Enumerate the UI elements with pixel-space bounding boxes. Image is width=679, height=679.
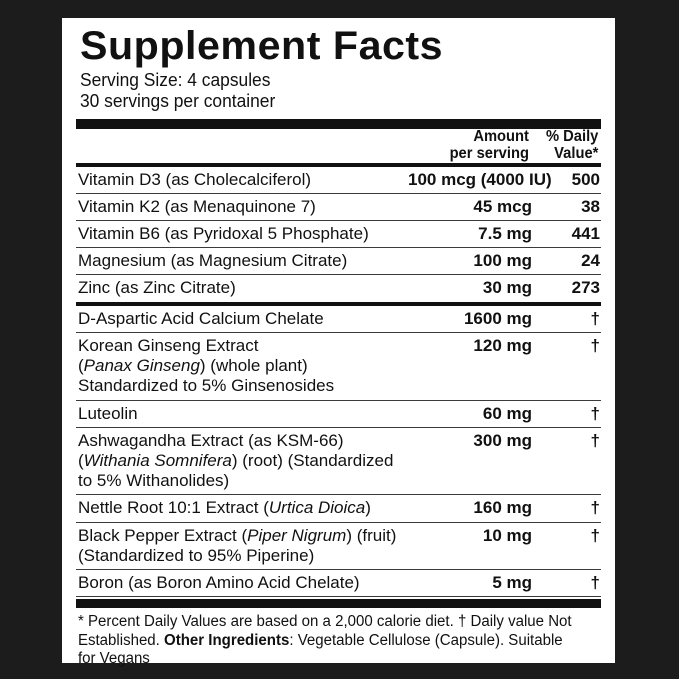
row-amount: 100 mg [473, 251, 532, 271]
section-divider [76, 301, 601, 306]
header-top-bar [76, 119, 601, 130]
row-daily-value: † [590, 498, 600, 518]
nutrition-table: Amount per serving % Daily Value* Vitami… [76, 128, 601, 598]
table-header-row: Amount per serving % Daily Value* [76, 128, 601, 162]
row-amount: 160 mg [473, 498, 532, 518]
header-bottom-rule [76, 162, 601, 167]
row-separator [76, 426, 601, 428]
row-amount: 100 mcg (4000 IU) [408, 169, 552, 189]
row-amount: 1600 mg [463, 308, 532, 328]
table-row: Vitamin B6 (as Pyridoxal 5 Phosphate) 7.… [76, 221, 601, 247]
row-daily-value: 38 [581, 196, 600, 216]
header-dv-line2: Value* [554, 144, 599, 162]
row-amount: 45 mcg [473, 196, 532, 216]
row-name: D-Aspartic Acid Calcium Chelate [78, 308, 324, 328]
table-row: Magnesium (as Magnesium Citrate) 100 mg … [76, 248, 601, 274]
header-amount-line2: per serving [449, 144, 529, 162]
row-daily-value: † [590, 335, 600, 355]
row-separator [76, 569, 601, 571]
row-separator [76, 399, 601, 401]
row-daily-value: † [590, 525, 600, 545]
other-ingredients-text: : Vegetable Cellulose (Capsule). Suitabl… [77, 631, 563, 668]
row-name: Ashwagandha Extract (as KSM-66) (Withani… [78, 430, 394, 491]
row-daily-value: † [590, 430, 600, 450]
row-separator [76, 494, 601, 496]
table-row: Boron (as Boron Amino Acid Chelate) 5 mg… [76, 570, 601, 596]
row-separator [76, 274, 601, 276]
row-separator [76, 219, 601, 221]
row-name: Luteolin [78, 403, 138, 423]
header-amount: Amount per serving [411, 128, 531, 162]
header-dv-line1: % Daily [545, 128, 599, 146]
row-amount: 5 mg [492, 573, 532, 593]
servings-per-container: 30 servings per container [80, 90, 276, 112]
page-title: Supplement Facts [80, 24, 444, 68]
table-row: Vitamin D3 (as Cholecalciferol) 100 mcg … [76, 167, 601, 193]
table-row: Nettle Root 10:1 Extract (Urtica Dioica)… [76, 495, 601, 521]
row-daily-value: † [590, 403, 600, 423]
row-daily-value: † [590, 308, 600, 328]
row-name: Zinc (as Zinc Citrate) [78, 278, 236, 298]
table-row: Vitamin K2 (as Menaquinone 7) 45 mcg 38 [76, 194, 601, 220]
footer-bar [76, 599, 601, 609]
row-name: Magnesium (as Magnesium Citrate) [78, 251, 348, 271]
row-separator [76, 596, 601, 598]
row-daily-value: † [590, 573, 600, 593]
row-daily-value: 441 [571, 223, 600, 243]
row-amount: 7.5 mg [478, 223, 532, 243]
row-name: Vitamin D3 (as Cholecalciferol) [78, 169, 312, 189]
table-row: Korean Ginseng Extract (Panax Ginseng) (w… [76, 333, 601, 400]
row-daily-value: 24 [581, 251, 600, 271]
table-row: Luteolin 60 mg † [76, 401, 601, 427]
footnote-daily-values: * Percent Daily Values are based on a 2,… [77, 613, 572, 649]
row-daily-value: 500 [571, 169, 600, 189]
supplement-facts-panel: Supplement Facts Serving Size: 4 capsule… [62, 18, 615, 667]
row-separator [76, 247, 601, 249]
row-name: Vitamin B6 (as Pyridoxal 5 Phosphate) [78, 223, 369, 243]
row-separator [76, 331, 601, 333]
row-separator [76, 192, 601, 194]
row-name: Korean Ginseng Extract (Panax Ginseng) (w… [78, 335, 335, 396]
row-amount: 300 mg [473, 430, 532, 450]
table-row: D-Aspartic Acid Calcium Chelate 1600 mg … [76, 306, 601, 332]
row-amount: 30 mg [482, 278, 532, 298]
header-spacer [84, 129, 399, 162]
row-name: Vitamin K2 (as Menaquinone 7) [78, 196, 316, 216]
header-amount-line1: Amount [473, 128, 529, 146]
row-name: Black Pepper Extract (Piper Nigrum) (fru… [78, 525, 397, 565]
table-row: Black Pepper Extract (Piper Nigrum) (fru… [76, 523, 601, 569]
table-row: Zinc (as Zinc Citrate) 30 mg 273 [76, 275, 601, 301]
row-separator [76, 521, 601, 523]
row-amount: 60 mg [482, 403, 532, 423]
row-name: Boron (as Boron Amino Acid Chelate) [78, 573, 360, 593]
table-row: Ashwagandha Extract (as KSM-66) (Withani… [76, 428, 601, 495]
header-daily-value: % Daily Value* [536, 128, 600, 162]
footnote: * Percent Daily Values are based on a 2,… [76, 608, 585, 669]
row-amount: 10 mg [482, 525, 532, 545]
row-daily-value: 273 [571, 278, 600, 298]
row-name: Nettle Root 10:1 Extract (Urtica Dioica) [78, 498, 371, 518]
row-amount: 120 mg [473, 335, 532, 355]
serving-size: Serving Size: 4 capsules [80, 68, 271, 90]
other-ingredients-label: Other Ingredients [164, 631, 290, 649]
